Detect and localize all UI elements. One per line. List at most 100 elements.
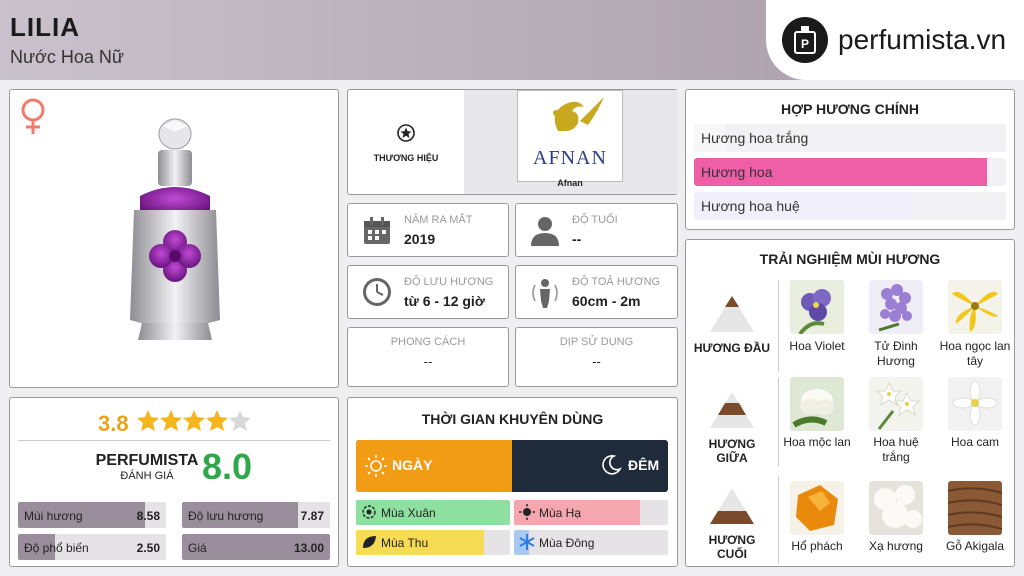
- score-value: 7.87: [300, 509, 324, 523]
- day-fill: [356, 440, 512, 492]
- accord-label: Hương hoa trắng: [701, 130, 809, 146]
- note-name: Tử Đinh Hương: [874, 339, 918, 368]
- star-empty-icon: [228, 410, 251, 431]
- moon-icon: [600, 454, 622, 481]
- age-card: ĐỘ TUỔI --: [515, 203, 678, 257]
- age-value: --: [572, 231, 582, 247]
- product-bottle-image: [120, 118, 230, 363]
- sillage-label: ĐỘ TOẢ HƯƠNG: [572, 276, 661, 288]
- longevity-value: từ 6 - 12 giờ: [404, 293, 485, 309]
- note-image-lilac: [869, 280, 923, 334]
- svg-text:P: P: [801, 37, 809, 51]
- accord-fill: [694, 124, 726, 152]
- season-label: Mùa Đông: [539, 536, 595, 550]
- site-logo[interactable]: P perfumista.vn: [766, 0, 1024, 80]
- score-label: Mùi hương: [24, 509, 83, 523]
- accords-title: HỢP HƯƠNG CHÍNH: [781, 101, 919, 117]
- note-name: Xạ hương: [869, 539, 923, 553]
- notes-title: TRẢI NGHIỆM MÙI HƯƠNG: [759, 251, 941, 267]
- star-badge-icon: [348, 124, 464, 147]
- notes-card: TRẢI NGHIỆM MÙI HƯƠNG HƯƠNG ĐẦU HƯƠNG GI…: [685, 239, 1015, 567]
- season-label: Mùa Thu: [381, 536, 429, 550]
- score-label: Độ phổ biến: [24, 541, 89, 555]
- score-value: 2.50: [136, 541, 160, 555]
- brand-logo-text: AFNAN: [533, 147, 607, 169]
- note-name: Hoa mộc lan: [783, 435, 851, 449]
- summer-sun-icon: [519, 504, 535, 525]
- note-image-musk: [869, 481, 923, 535]
- leaf-icon: [361, 534, 377, 555]
- season-bar-autumn: Mùa Thu: [356, 530, 510, 555]
- calendar-icon: [362, 216, 392, 251]
- season-bar-winter: Mùa Đông: [514, 530, 668, 555]
- style-value: --: [423, 354, 433, 369]
- score-value: 8.58: [136, 509, 160, 523]
- star-icon: [205, 410, 228, 431]
- user-icon: [530, 215, 560, 252]
- brand-label: THƯƠNG HIỆU: [373, 153, 439, 163]
- note-image-magnolia: [790, 377, 844, 431]
- season-fill: [356, 500, 510, 525]
- style-card: PHONG CÁCH --: [347, 327, 509, 387]
- accord-fill: [694, 192, 913, 220]
- occasion-label: DỊP SỬ DỤNG: [559, 336, 634, 348]
- longevity-label: ĐỘ LƯU HƯƠNG: [404, 276, 494, 288]
- accord-row: Hương hoa huệ: [694, 192, 1006, 220]
- note-image-tuberose: [869, 377, 923, 431]
- brand-logo[interactable]: AFNAN: [517, 90, 623, 182]
- note-name: Hổ phách: [791, 539, 843, 553]
- season-label: Mùa Xuân: [381, 506, 436, 520]
- accords-card: HỢP HƯƠNG CHÍNH Hương hoa trắng Hương ho…: [685, 89, 1015, 230]
- score-bar-longevity: Độ lưu hương 7.87: [182, 502, 330, 528]
- score-fill: [18, 534, 55, 560]
- note-image-violet: [790, 280, 844, 334]
- season-label: Mùa Hạ: [539, 506, 582, 520]
- time-card: THỜI GIAN KHUYÊN DÙNG NGÀY ĐÊM Mùa Xuân …: [347, 397, 678, 567]
- season-bar-summer: Mùa Hạ: [514, 500, 668, 525]
- night-label: ĐÊM: [628, 457, 660, 473]
- tier-label: HƯƠNG GIỮA: [708, 437, 756, 465]
- sillage-icon: [529, 277, 561, 314]
- star-icon: [159, 410, 182, 431]
- score-bar-scent: Mùi hương 8.58: [18, 502, 166, 528]
- perfume-name: LILIA: [10, 12, 80, 42]
- site-logo-text: perfumista.vn: [838, 24, 1007, 55]
- perfumista-brand-sub: ĐÁNH GIÁ: [120, 470, 174, 482]
- clock-icon: [362, 277, 392, 312]
- season-bar-spring: Mùa Xuân: [356, 500, 510, 525]
- note-image-ylang-ylang: [948, 280, 1002, 334]
- accord-row: Hương hoa: [694, 158, 1006, 186]
- note-name: Hoa huệ trắng: [873, 435, 919, 464]
- release-year-card: NĂM RA MẮT 2019: [347, 203, 509, 257]
- perfume-subtitle: Nước Hoa Nữ: [10, 47, 124, 67]
- snowflake-icon: [519, 534, 535, 555]
- style-label: PHONG CÁCH: [390, 336, 466, 348]
- score-label: Độ lưu hương: [188, 509, 264, 523]
- female-symbol-icon: [18, 96, 48, 141]
- average-rating: 3.8: [98, 410, 129, 436]
- day-label: NGÀY: [392, 457, 433, 473]
- score-bar-popularity: Độ phổ biến 2.50: [18, 534, 166, 560]
- accord-fill: [694, 158, 988, 186]
- score-fill: [18, 502, 145, 528]
- note-name: Gỗ Akigala: [945, 539, 1005, 553]
- accord-label: Hương hoa: [701, 164, 773, 180]
- time-title: THỜI GIAN KHUYÊN DÙNG: [421, 411, 604, 427]
- score-fill: [182, 502, 299, 528]
- season-fill: [514, 500, 641, 525]
- header-bar: LILIA Nước Hoa Nữ P perfumista.vn: [0, 0, 1024, 80]
- score-label: Giá: [188, 541, 207, 555]
- top-note-pyramid-icon: [708, 294, 756, 339]
- star-icon: [182, 410, 205, 431]
- day-night-bar: NGÀY ĐÊM: [356, 440, 668, 492]
- season-fill: [514, 530, 530, 555]
- score-fill: [182, 534, 330, 560]
- brand-card[interactable]: THƯƠNG HIỆU AFNAN Afnan: [347, 89, 678, 195]
- heart-note-pyramid-icon: [708, 390, 756, 435]
- note-image-orange-blossom: [948, 377, 1002, 431]
- note-name: Hoa cam: [950, 435, 1000, 449]
- perfumista-brand: PERFUMISTA: [95, 452, 199, 469]
- base-note-pyramid-icon: [708, 486, 756, 531]
- note-image-amber: [790, 481, 844, 535]
- perfumista-score: 8.0: [202, 446, 253, 487]
